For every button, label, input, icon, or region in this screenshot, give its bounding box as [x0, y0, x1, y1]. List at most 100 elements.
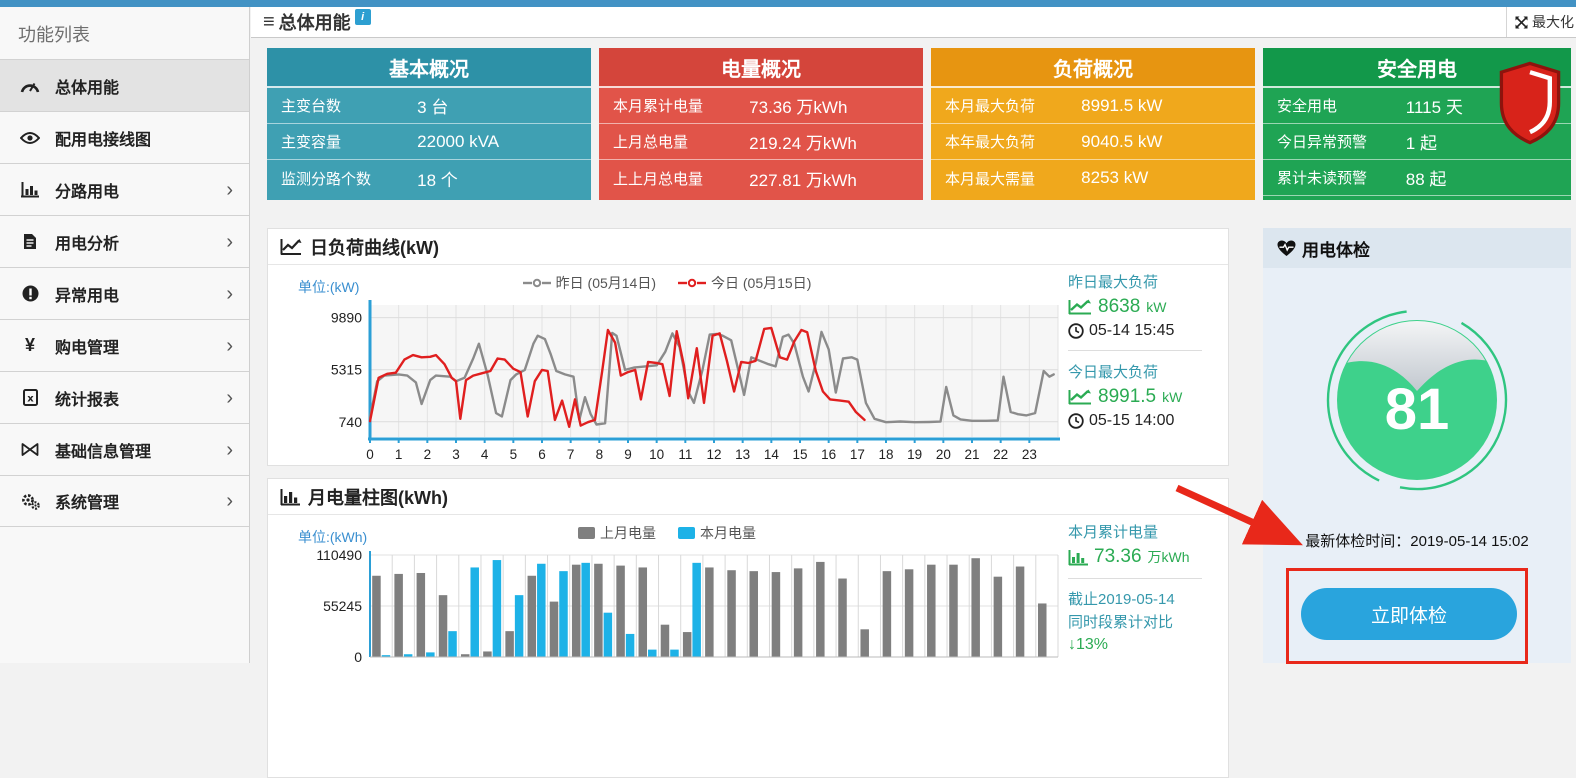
svg-text:22: 22	[993, 447, 1008, 462]
line-chart-icon	[280, 238, 302, 256]
load-legend: 昨日 (05月14日) 今日 (05月15日)	[268, 273, 1066, 293]
chevron-right-icon: ›	[226, 388, 233, 408]
row-value: 8991.5 kW	[1081, 96, 1162, 116]
page-header: ≡ 总体用能 i 最大化	[251, 7, 1576, 38]
sidebar-item-purchase-management[interactable]: ¥ 购电管理 ›	[0, 319, 249, 371]
bowtie-icon	[18, 442, 42, 457]
chevron-right-icon: ›	[226, 180, 233, 200]
sidebar-item-label: 统计报表	[55, 386, 119, 410]
stat-time-row: 05-15 14:00	[1068, 412, 1226, 430]
svg-text:5: 5	[510, 447, 518, 462]
gears-icon	[18, 493, 42, 510]
svg-text:21: 21	[964, 447, 979, 462]
svg-text:17: 17	[850, 447, 865, 462]
energy-stats: 本月累计电量 73.36 万kWh 截止2019-05-14 同时段累计对比 ↓…	[1068, 521, 1226, 654]
svg-text:16: 16	[821, 447, 836, 462]
legend-item-yesterday[interactable]: 昨日 (05月14日)	[523, 273, 656, 293]
chevron-right-icon: ›	[226, 336, 233, 356]
swatch-icon	[678, 527, 695, 539]
sidebar-item-label: 购电管理	[55, 334, 119, 358]
row-label: 上上月总电量	[613, 168, 749, 189]
swatch-icon	[578, 527, 595, 539]
energy-legend: 上月电量 本月电量	[268, 523, 1066, 543]
health-score-gauge: 81	[1322, 305, 1512, 495]
sidebar-item-abnormal-energy[interactable]: 异常用电 ›	[0, 267, 249, 319]
sidebar-item-statistics-report[interactable]: x 统计报表 ›	[0, 371, 249, 423]
panel-title: 月电量柱图(kWh)	[308, 484, 448, 510]
svg-text:10: 10	[649, 447, 664, 462]
clock-icon	[1068, 323, 1084, 339]
sidebar-item-overall-energy[interactable]: 总体用能	[0, 59, 249, 111]
health-score: 81	[1385, 377, 1450, 442]
legend-item-last-month[interactable]: 上月电量	[578, 523, 656, 543]
report-icon: x	[18, 389, 42, 406]
row-label: 本月最大需量	[945, 168, 1081, 189]
compare-note-line1: 截止2019-05-14	[1068, 589, 1226, 612]
svg-text:6: 6	[538, 447, 546, 462]
sidebar-item-label: 系统管理	[55, 489, 119, 513]
divider	[1068, 350, 1202, 351]
sidebar-item-system-management[interactable]: 系统管理 ›	[0, 475, 249, 527]
svg-text:55245: 55245	[323, 598, 362, 614]
row-value: 8253 kW	[1081, 168, 1148, 188]
trend-up-icon	[1068, 389, 1092, 405]
svg-text:9: 9	[624, 447, 632, 462]
sidebar-item-label: 异常用电	[55, 282, 119, 306]
stat-value: 73.36	[1094, 546, 1142, 568]
row-label: 主变容量	[281, 131, 417, 152]
sidebar-item-branch-energy[interactable]: 分路用电 ›	[0, 163, 249, 215]
stat-title: 今日最大负荷	[1068, 361, 1226, 382]
stat-time: 05-14 15:45	[1089, 322, 1174, 340]
svg-text:13: 13	[735, 447, 750, 462]
svg-text:19: 19	[907, 447, 922, 462]
sidebar-item-basic-info-management[interactable]: 基础信息管理 ›	[0, 423, 249, 475]
divider	[1068, 578, 1202, 579]
stat-value: 8638	[1098, 296, 1140, 318]
sidebar-item-label: 配用电接线图	[55, 126, 151, 150]
maximize-icon	[1515, 16, 1528, 29]
row-value: 9040.5 kW	[1081, 132, 1162, 152]
sidebar-item-wiring-diagram[interactable]: 配用电接线图	[0, 111, 249, 163]
load-stats: 昨日最大负荷 8638 kW 05-14 15:45 今日最大负荷 8991.5…	[1068, 271, 1226, 430]
svg-text:4: 4	[481, 447, 489, 462]
stat-time-row: 05-14 15:45	[1068, 322, 1226, 340]
stat-unit: kW	[1146, 299, 1166, 315]
sidebar: 功能列表 总体用能 配用电接线图 分路用电 › 用电分析 › 异常用电 › ¥	[0, 7, 250, 663]
page-title: 总体用能	[279, 9, 351, 35]
stat-time: 05-15 14:00	[1089, 412, 1174, 430]
stat-value-row: 8638 kW	[1068, 296, 1226, 318]
chevron-right-icon: ›	[226, 491, 233, 511]
compare-delta: ↓13%	[1068, 636, 1226, 654]
row-label: 上月总电量	[613, 131, 749, 152]
hamburger-menu-icon[interactable]: ≡	[263, 11, 275, 34]
legend-item-today[interactable]: 今日 (05月15日)	[678, 273, 811, 293]
sidebar-item-label: 基础信息管理	[55, 438, 151, 462]
svg-text:20: 20	[936, 447, 951, 462]
row-value: 219.24 万kWh	[749, 129, 857, 154]
sidebar-item-energy-analysis[interactable]: 用电分析 ›	[0, 215, 249, 267]
trend-up-icon	[1068, 299, 1092, 315]
row-value: 3 台	[417, 93, 448, 118]
row-label: 本月最大负荷	[945, 95, 1081, 116]
svg-text:18: 18	[878, 447, 893, 462]
sidebar-item-label: 总体用能	[55, 74, 119, 98]
sidebar-item-label: 分路用电	[55, 178, 119, 202]
check-now-button[interactable]: 立即体检	[1301, 588, 1517, 640]
svg-text:1: 1	[395, 447, 403, 462]
svg-text:9890: 9890	[331, 310, 362, 326]
row-value: 18 个	[417, 166, 458, 191]
maximize-button[interactable]: 最大化	[1506, 7, 1576, 37]
legend-item-this-month[interactable]: 本月电量	[678, 523, 756, 543]
info-icon[interactable]: i	[355, 9, 371, 25]
legend-label: 本月电量	[700, 523, 756, 543]
health-panel-title: 用电体检	[1302, 236, 1370, 261]
stat-value-row: 8991.5 kW	[1068, 386, 1226, 408]
